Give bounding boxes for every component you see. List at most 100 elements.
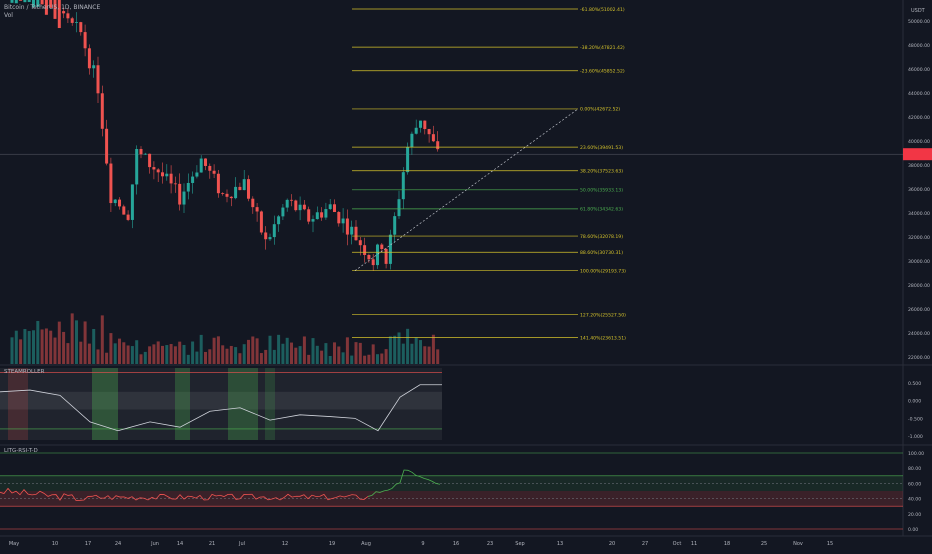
volume-bar — [358, 342, 362, 364]
candle-body — [126, 214, 130, 220]
candle-body — [238, 186, 242, 191]
volume-bar — [221, 345, 225, 364]
volume-bar — [191, 341, 195, 364]
volume-bar — [268, 335, 272, 364]
candle-body — [96, 65, 100, 94]
price-axis-tick: 32000.00 — [908, 235, 930, 241]
candle-body — [354, 226, 358, 241]
volume-bar — [113, 343, 117, 364]
time-axis-label: 27 — [642, 541, 648, 547]
price-axis-tick: 50000.00 — [908, 19, 930, 25]
candle-body — [105, 128, 109, 164]
rsi-line-bearish — [0, 487, 369, 501]
price-axis-tick: 36000.00 — [908, 187, 930, 193]
volume-bar — [431, 334, 435, 364]
time-axis-label: 11 — [691, 541, 697, 547]
volume-bar — [427, 346, 431, 364]
volume-bar — [199, 334, 203, 364]
candle-body — [44, 0, 48, 15]
volume-bar — [173, 346, 177, 364]
time-axis-label: 16 — [453, 541, 459, 547]
candle-body — [281, 207, 285, 217]
candle-body — [152, 167, 156, 170]
candle-body — [406, 147, 410, 173]
candle-body — [109, 163, 113, 204]
steamroller-axis-tick: -0.500 — [908, 416, 923, 422]
candle-body — [285, 199, 289, 208]
time-axis-label: Oct — [673, 541, 682, 547]
volume-bar — [14, 330, 18, 364]
time-axis-label: Nov — [793, 541, 803, 547]
candle-body — [225, 193, 229, 197]
candle-body — [212, 170, 216, 174]
volume-bar — [363, 355, 367, 364]
time-axis-label: 10 — [52, 541, 58, 547]
steamroller-zone — [92, 368, 118, 440]
candle-body — [345, 218, 349, 235]
steamroller-title[interactable]: STEAMROLLER — [4, 369, 45, 375]
candle-body — [307, 209, 311, 222]
candle-body — [139, 148, 143, 155]
candle-body — [371, 259, 375, 266]
candle-body — [431, 134, 435, 142]
volume-bar — [229, 345, 233, 364]
volume-bar — [388, 336, 392, 364]
volume-bar — [161, 345, 164, 364]
rsi-axis-tick: 100.00 — [908, 451, 924, 457]
volume-bar — [380, 353, 384, 364]
volume-bar — [139, 354, 143, 364]
candle-body — [328, 204, 332, 210]
candle-body — [414, 127, 418, 134]
volume-bar — [277, 334, 281, 364]
candle-body — [294, 200, 298, 211]
candle-body — [247, 179, 250, 199]
volume-bar — [294, 347, 298, 364]
candle-body — [186, 182, 190, 192]
candle-body — [393, 216, 397, 235]
candle-body — [234, 186, 238, 199]
volume-bar — [79, 341, 83, 364]
candle-body — [419, 120, 422, 128]
time-axis-label: Aug — [361, 541, 371, 547]
rsi-lower-zone — [0, 491, 903, 507]
candle-body — [324, 209, 328, 218]
candle-body — [204, 158, 207, 166]
fib-level-label: 127.20%(25527.50) — [580, 312, 626, 318]
volume-bar — [70, 313, 74, 364]
volume-bar — [126, 345, 130, 364]
volume-bar — [393, 335, 397, 364]
volume-bar — [212, 337, 216, 364]
candle-body — [173, 183, 177, 185]
candle-body — [148, 153, 152, 168]
steamroller-zone — [8, 368, 28, 440]
volume-bar — [285, 337, 289, 364]
fib-level-label: -23.60%(45852.52) — [580, 69, 625, 75]
fib-level-label: 0.00%(42672.52) — [580, 107, 620, 113]
volume-bar — [384, 349, 388, 364]
candle-body — [268, 237, 272, 240]
price-axis-tick: 44000.00 — [908, 91, 930, 97]
volume-bar — [251, 336, 255, 364]
candle-body — [264, 232, 268, 240]
fib-level-label: 88.60%(30730.31) — [580, 250, 623, 256]
candle-body — [341, 218, 345, 224]
symbol-title[interactable]: Bitcoin / TetherUS, 1D, BINANCE — [4, 4, 101, 11]
candle-body — [388, 234, 392, 264]
fib-trend-line — [354, 108, 579, 271]
candle-body — [384, 248, 388, 264]
candle-body — [118, 199, 121, 207]
candle-body — [191, 176, 195, 183]
volume-bar — [315, 345, 319, 364]
candle-body — [49, 0, 53, 8]
time-axis-label: 15 — [827, 541, 833, 547]
fib-level-label: 50.00%(35933.13) — [580, 188, 623, 194]
rsi-axis-tick: 80.00 — [908, 466, 921, 472]
volume-label[interactable]: Vol — [4, 12, 13, 19]
time-axis-label: 18 — [724, 541, 730, 547]
volume-bar — [186, 354, 190, 364]
candle-body — [178, 183, 182, 205]
rsi-title[interactable]: LITG-RSI-T-D — [4, 448, 38, 454]
time-axis-label: 9 — [421, 541, 424, 547]
